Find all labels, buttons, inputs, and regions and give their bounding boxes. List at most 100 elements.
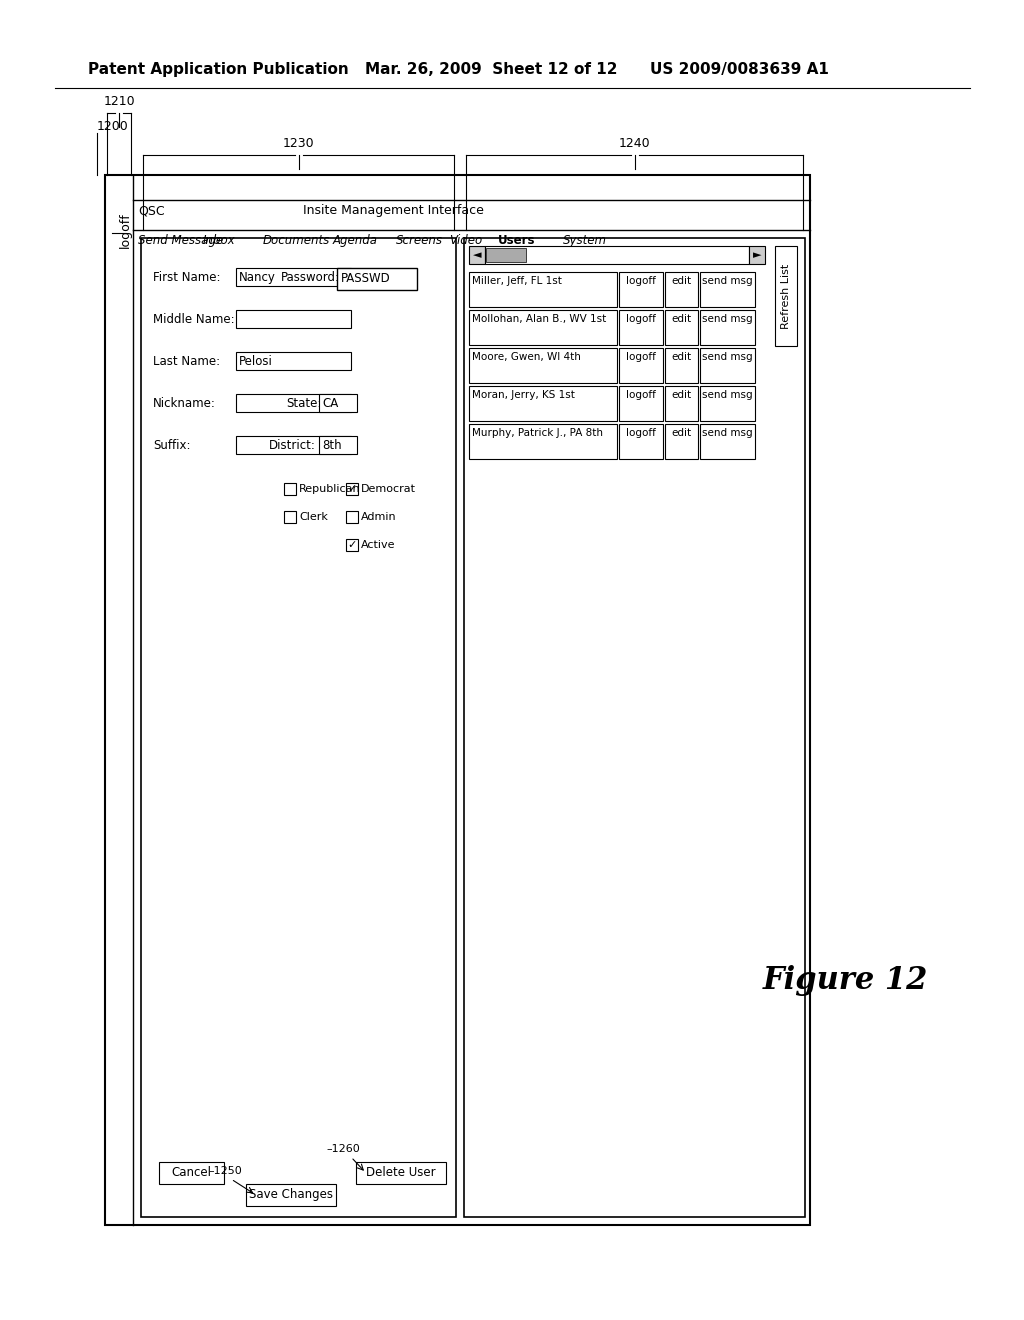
Bar	[618, 424, 663, 459]
Text: Republican: Republican	[299, 484, 360, 494]
Bar	[236, 268, 351, 286]
Text: Patent Application Publication: Patent Application Publication	[88, 62, 349, 77]
Bar	[236, 352, 351, 370]
Bar	[469, 424, 617, 459]
Bar	[284, 483, 296, 495]
Text: Suffix:: Suffix:	[153, 440, 190, 451]
Text: 1240: 1240	[618, 137, 650, 150]
Text: send msg: send msg	[702, 389, 753, 400]
Text: Nickname:: Nickname:	[153, 397, 216, 411]
Text: logoff: logoff	[119, 213, 132, 248]
Text: edit: edit	[672, 428, 691, 438]
Bar	[700, 385, 755, 421]
Text: Pelosi: Pelosi	[239, 355, 272, 368]
Bar	[159, 1162, 224, 1184]
Text: send msg: send msg	[702, 428, 753, 438]
Bar	[469, 385, 617, 421]
Text: edit: edit	[672, 314, 691, 323]
Text: logoff: logoff	[626, 389, 656, 400]
Text: edit: edit	[672, 389, 691, 400]
Bar	[486, 248, 526, 261]
Bar	[236, 393, 351, 412]
Bar	[469, 348, 617, 383]
Text: Active: Active	[361, 540, 395, 550]
Text: Moore, Gwen, WI 4th: Moore, Gwen, WI 4th	[472, 352, 581, 362]
Bar	[236, 436, 351, 454]
Bar	[141, 238, 456, 1217]
Bar	[284, 511, 296, 523]
Text: ✓: ✓	[347, 540, 356, 550]
Text: State:: State:	[286, 397, 322, 411]
Bar	[700, 348, 755, 383]
Text: Video: Video	[449, 234, 482, 247]
Text: Insite Management Interface: Insite Management Interface	[303, 205, 484, 216]
Text: 8th: 8th	[322, 440, 342, 451]
Text: Democrat: Democrat	[361, 484, 416, 494]
Bar	[469, 310, 617, 345]
Text: Refresh List: Refresh List	[781, 264, 791, 329]
Bar	[665, 272, 698, 308]
Text: Delete User: Delete User	[367, 1166, 436, 1179]
Text: edit: edit	[672, 352, 691, 362]
Bar	[469, 246, 485, 264]
Bar	[749, 246, 765, 264]
Bar	[356, 1162, 446, 1184]
Text: Mollohan, Alan B., WV 1st: Mollohan, Alan B., WV 1st	[472, 314, 606, 323]
Text: 1200: 1200	[97, 120, 129, 133]
Text: logoff: logoff	[626, 276, 656, 286]
Text: Miller, Jeff, FL 1st: Miller, Jeff, FL 1st	[472, 276, 562, 286]
Bar	[236, 310, 351, 327]
Text: 1230: 1230	[283, 137, 314, 150]
Text: Cancel: Cancel	[171, 1166, 212, 1179]
Text: Clerk: Clerk	[299, 512, 328, 521]
Text: System: System	[563, 234, 607, 247]
Text: Agenda: Agenda	[333, 234, 378, 247]
Text: Last Name:: Last Name:	[153, 355, 220, 368]
Text: –1250: –1250	[208, 1166, 242, 1176]
Text: logoff: logoff	[626, 352, 656, 362]
Bar	[105, 176, 810, 1225]
Bar	[665, 310, 698, 345]
Text: Users: Users	[498, 234, 536, 247]
Bar	[469, 272, 617, 308]
Bar	[485, 246, 749, 264]
Bar	[618, 348, 663, 383]
Text: ✓: ✓	[347, 484, 356, 494]
Bar	[775, 246, 797, 346]
Bar	[246, 1184, 336, 1206]
Text: CA: CA	[322, 397, 338, 411]
Text: Send Message: Send Message	[138, 234, 223, 247]
Text: QSC: QSC	[138, 205, 165, 216]
Text: Murphy, Patrick J., PA 8th: Murphy, Patrick J., PA 8th	[472, 428, 603, 438]
Bar	[700, 424, 755, 459]
Text: logoff: logoff	[626, 428, 656, 438]
Bar	[618, 272, 663, 308]
Text: Figure 12: Figure 12	[762, 965, 928, 995]
Text: Middle Name:: Middle Name:	[153, 313, 234, 326]
Text: Mar. 26, 2009  Sheet 12 of 12: Mar. 26, 2009 Sheet 12 of 12	[365, 62, 617, 77]
Text: send msg: send msg	[702, 314, 753, 323]
Text: PASSWD: PASSWD	[341, 272, 391, 285]
Text: Nancy: Nancy	[239, 271, 275, 284]
Bar	[665, 385, 698, 421]
Bar	[346, 539, 358, 550]
Bar	[665, 348, 698, 383]
Bar	[618, 385, 663, 421]
Text: Password:: Password:	[281, 271, 340, 284]
Text: Documents: Documents	[263, 234, 331, 247]
Text: Save Changes: Save Changes	[249, 1188, 333, 1201]
Bar	[665, 424, 698, 459]
Text: 1210: 1210	[103, 95, 135, 108]
Text: Screens: Screens	[396, 234, 443, 247]
Bar	[346, 483, 358, 495]
Text: send msg: send msg	[702, 352, 753, 362]
Bar	[700, 310, 755, 345]
Text: logoff: logoff	[626, 314, 656, 323]
Text: ►: ►	[753, 249, 761, 260]
Bar	[337, 268, 417, 290]
Text: Admin: Admin	[361, 512, 396, 521]
Text: –1260: –1260	[326, 1144, 359, 1154]
Text: send msg: send msg	[702, 276, 753, 286]
Text: District:: District:	[269, 440, 315, 451]
Bar	[346, 511, 358, 523]
